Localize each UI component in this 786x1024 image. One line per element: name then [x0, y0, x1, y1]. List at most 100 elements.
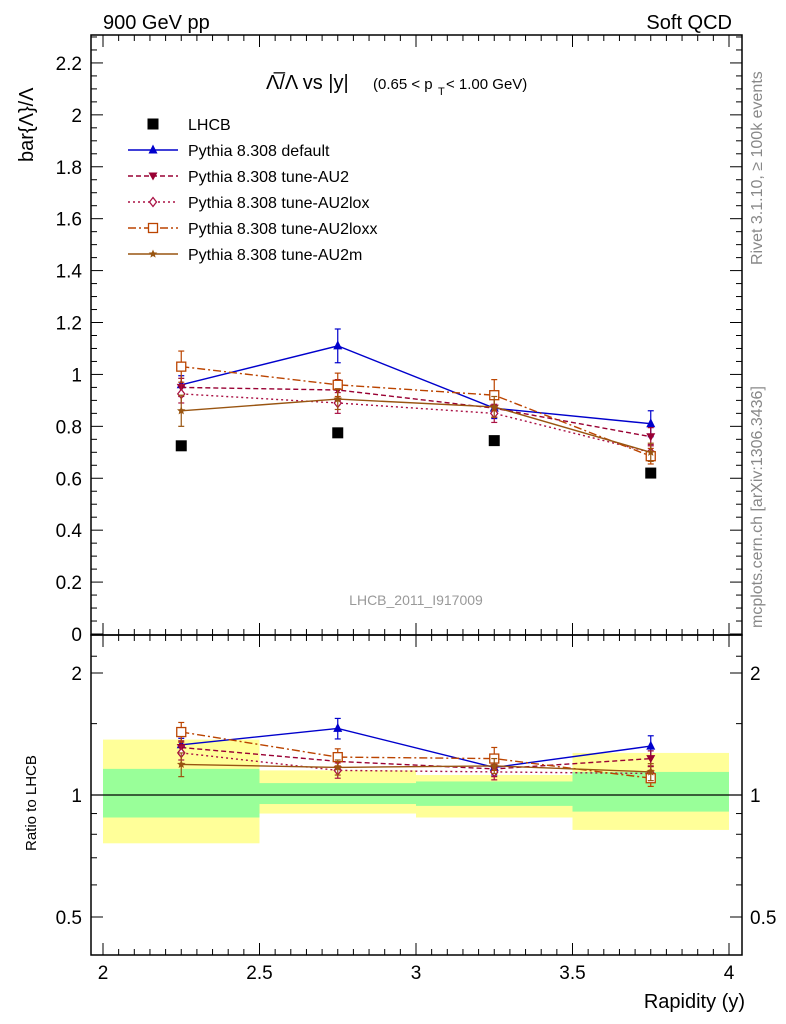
x-tick-label: 2.5 [246, 963, 272, 984]
ratio-line [181, 763, 651, 773]
legend-item: Pythia 8.308 default [128, 143, 330, 160]
ratio-y-tick-label: 2 [71, 664, 82, 685]
plot-title: Λ̅/Λ vs |y| (0.65 < p T < 1.00 GeV) [266, 71, 527, 98]
ratio-point [646, 755, 656, 764]
ratio-y-tick-label-right: 0.5 [750, 908, 776, 929]
uncertainty-band-green [416, 781, 573, 806]
series-line [181, 393, 651, 453]
ratio-y-axis: 0.5 0.5 1 1 2 2 [56, 655, 776, 929]
data-point [177, 406, 186, 415]
legend-item: Pythia 8.308 tune-AU2lox [128, 195, 369, 212]
series-line [181, 345, 651, 425]
analysis-watermark: LHCB_2011_I917009 [349, 592, 483, 608]
ratio-y-tick-label-right: 2 [750, 664, 761, 685]
legend-item: Pythia 8.308 tune-AU2m [128, 247, 362, 264]
series-pythia-8-308-default [176, 328, 656, 438]
uncertainty-band-green [259, 783, 416, 805]
series-line [181, 365, 652, 457]
data-point [645, 467, 657, 479]
ratio-point [490, 761, 499, 770]
x-tick-label: 2 [98, 963, 109, 984]
data-point [333, 340, 343, 350]
ratio-point [646, 740, 656, 750]
title-tail: < 1.00 GeV) [446, 76, 527, 93]
main-y-tick-label: 2 [71, 106, 82, 127]
series-line [181, 386, 651, 438]
title-main: Λ̅/Λ vs |y| [266, 71, 349, 94]
ratio-point [646, 767, 655, 776]
main-y-tick-label: 0.8 [56, 417, 82, 438]
title-subscript: T [438, 86, 445, 98]
main-y-tick-label: 0.2 [56, 573, 82, 594]
ratio-y-tick-label: 0.5 [56, 908, 82, 929]
ratio-line [181, 752, 651, 775]
main-panel: 0 0.2 0.4 0.6 0.8 1 1.2 1.4 1.6 1.8 2 2.2 Λ̅/Λ vs |… [16, 34, 743, 646]
ratio-bands [103, 739, 729, 844]
legend-label: LHCB [188, 117, 231, 134]
ratio-line [181, 731, 651, 779]
ratio-y-label: Ratio to LHCB [23, 755, 40, 851]
main-y-tick-label: 2.2 [56, 54, 82, 75]
ratio-line [181, 727, 651, 769]
ratio-marks [176, 717, 656, 788]
legend-label: Pythia 8.308 default [188, 143, 330, 160]
series-pythia-8-308-tune-au2lox [176, 384, 656, 461]
legend-marker [148, 249, 158, 258]
ratio-point [177, 759, 186, 768]
rivet-label: Rivet 3.1.10, ≥ 100k events [749, 71, 766, 265]
legend-item: LHCB [147, 117, 231, 134]
main-marks [175, 328, 657, 479]
legend-marker [147, 222, 159, 234]
legend-marker [148, 196, 158, 208]
x-axis: 2 2.5 3 3.5 4 [98, 35, 735, 984]
main-y-tick-label: 1.6 [56, 210, 82, 231]
data-point [646, 433, 656, 442]
data-point [488, 435, 500, 447]
main-y-tick-label: 1.4 [56, 262, 83, 283]
x-tick-label: 3.5 [559, 963, 585, 984]
title-kinematics: (0.65 < p [373, 76, 433, 93]
legend-marker [147, 118, 159, 130]
legend-label: Pythia 8.308 tune-AU2lox [188, 195, 369, 212]
main-y-label: bar{Λ}/Λ [16, 87, 38, 162]
legend-label: Pythia 8.308 tune-AU2m [188, 247, 362, 264]
header-left: 900 GeV pp [103, 12, 210, 34]
legend-marker [148, 172, 158, 181]
data-point [646, 447, 655, 456]
series-lhcb [175, 427, 657, 479]
ratio-point [333, 762, 342, 771]
legend-marker [148, 144, 158, 154]
legend: LHCB Pythia 8.308 default Pythia 8.308 tun… [128, 117, 377, 264]
main-y-tick-label: 0 [71, 625, 82, 646]
main-y-tick-label: 1.8 [56, 158, 82, 179]
main-y-axis: 0 0.2 0.4 0.6 0.8 1 1.2 1.4 1.6 1.8 2 2.2 [56, 36, 742, 646]
legend-label: Pythia 8.308 tune-AU2loxx [188, 221, 377, 238]
data-point [333, 394, 342, 403]
ratio-y-tick-label: 1 [71, 786, 82, 807]
series-line [181, 398, 651, 453]
legend-item: Pythia 8.308 tune-AU2loxx [128, 221, 377, 238]
data-point [175, 440, 187, 452]
series-pythia-8-308-tune-au2m [177, 388, 655, 462]
legend-item: Pythia 8.308 tune-AU2 [128, 169, 349, 186]
ratio-point [333, 722, 343, 732]
main-y-tick-label: 1.2 [56, 314, 82, 335]
data-point [490, 402, 499, 411]
ratio-line [181, 746, 651, 770]
data-point [176, 361, 187, 372]
header-right: Soft QCD [646, 12, 732, 34]
ratio-series-pythia-8-308-tune-au2m [177, 752, 655, 782]
data-point [332, 427, 344, 439]
x-tick-label: 3 [411, 963, 422, 984]
main-y-tick-label: 0.4 [56, 521, 83, 542]
ratio-panel: 0.5 0.5 1 1 2 2 2 2.5 3 3.5 4 Ratio to LHCB Rapid… [23, 35, 776, 1013]
ratio-point [176, 726, 187, 738]
x-tick-label: 4 [724, 963, 735, 984]
ratio-y-tick-label-right: 1 [750, 786, 761, 807]
main-y-tick-label: 0.6 [56, 469, 82, 490]
x-axis-label: Rapidity (y) [644, 991, 745, 1013]
main-y-tick-label: 1 [71, 365, 82, 386]
data-point [646, 418, 656, 428]
data-point [332, 379, 343, 390]
